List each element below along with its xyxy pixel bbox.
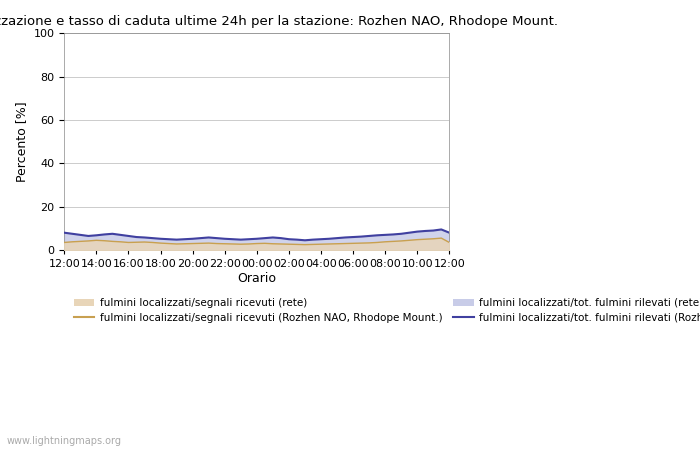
Y-axis label: Percento [%]: Percento [%]: [15, 101, 28, 182]
Text: www.lightningmaps.org: www.lightningmaps.org: [7, 436, 122, 446]
Legend: fulmini localizzati/segnali ricevuti (rete), fulmini localizzati/segnali ricevut: fulmini localizzati/segnali ricevuti (re…: [69, 294, 700, 327]
X-axis label: Orario: Orario: [237, 272, 276, 285]
Title: Localizzazione e tasso di caduta ultime 24h per la stazione: Rozhen NAO, Rhodope: Localizzazione e tasso di caduta ultime …: [0, 15, 558, 28]
